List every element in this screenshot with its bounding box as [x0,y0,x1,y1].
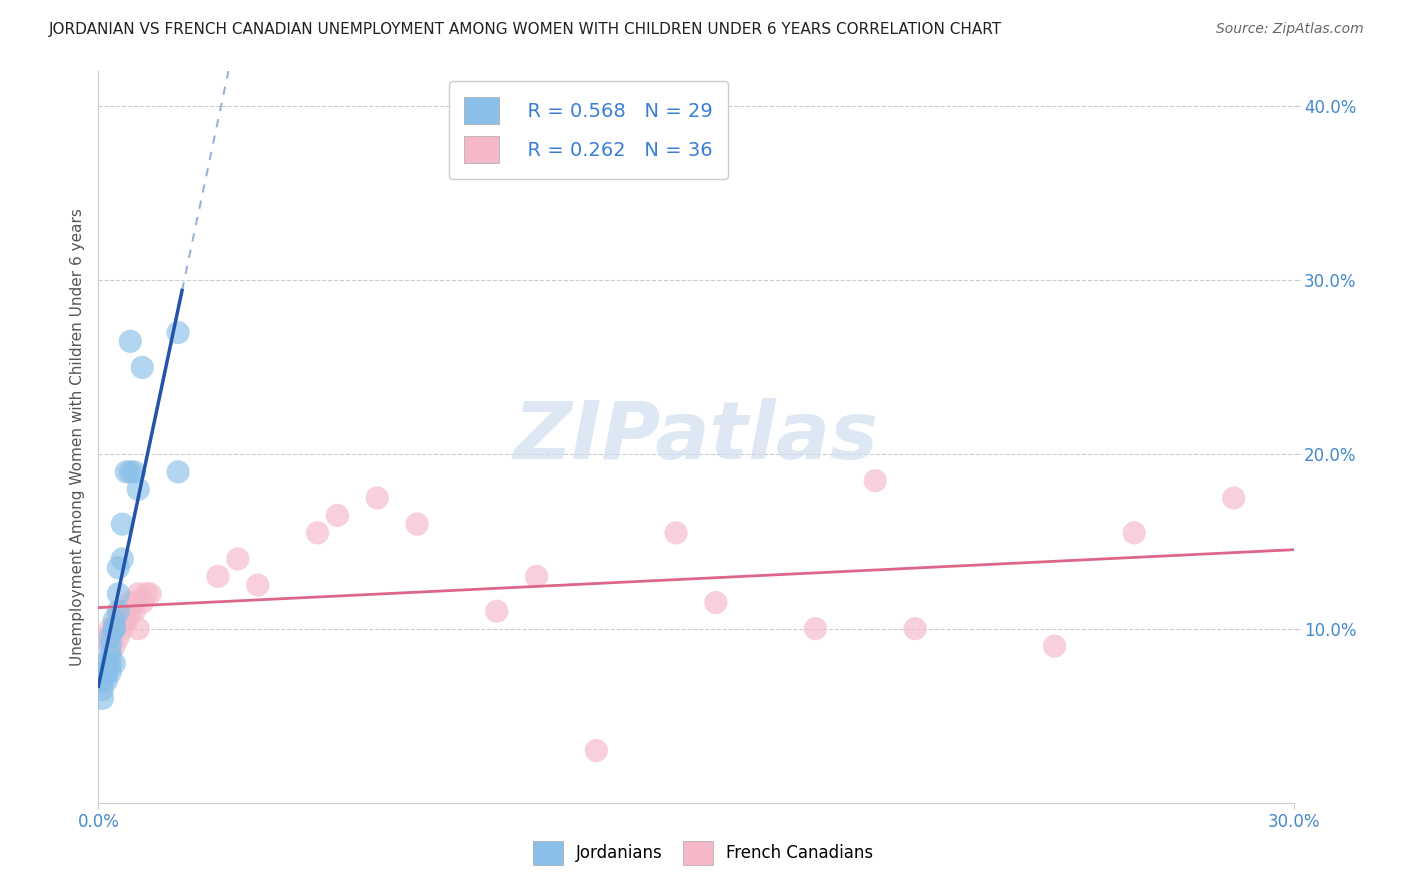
Point [111,604,134,618]
Point [107,613,129,627]
Point [665,525,688,540]
Y-axis label: Unemployment Among Women with Children Under 6 years: Unemployment Among Women with Children U… [69,208,84,666]
Point [103,613,125,627]
Point [103,657,125,671]
Point [98,622,122,636]
Point [98,648,122,662]
Point [124,465,146,479]
Point [98,665,122,680]
Point [120,604,142,618]
Text: Source: ZipAtlas.com: Source: ZipAtlas.com [1216,22,1364,37]
Point [96,665,118,680]
Point [804,622,827,636]
Point [120,465,142,479]
Point [307,525,329,540]
Point [865,474,887,488]
Point [246,578,269,592]
Point [98,631,122,645]
Point [1223,491,1246,505]
Point [103,622,125,636]
Point [326,508,349,523]
Point [135,587,157,601]
Point [124,595,146,609]
Point [115,465,138,479]
Point [111,622,134,636]
Point [115,613,138,627]
Point [904,622,927,636]
Legend:   R = 0.568   N = 29,   R = 0.262   N = 36: R = 0.568 N = 29, R = 0.262 N = 36 [449,81,728,179]
Point [107,560,129,574]
Point [139,587,162,601]
Point [96,657,118,671]
Point [111,517,134,532]
Point [127,587,149,601]
Point [111,552,134,566]
Point [98,639,122,653]
Point [98,657,122,671]
Point [91,682,114,697]
Text: ZIPatlas: ZIPatlas [513,398,879,476]
Point [167,326,190,340]
Point [131,360,153,375]
Point [704,595,727,609]
Point [1043,639,1066,653]
Point [91,691,114,706]
Point [585,743,607,757]
Point [96,665,118,680]
Text: JORDANIAN VS FRENCH CANADIAN UNEMPLOYMENT AMONG WOMEN WITH CHILDREN UNDER 6 YEAR: JORDANIAN VS FRENCH CANADIAN UNEMPLOYMEN… [49,22,1002,37]
Point [127,483,149,497]
Point [107,631,129,645]
Point [96,673,118,688]
Point [103,622,125,636]
Point [207,569,229,583]
Point [120,595,142,609]
Point [406,517,429,532]
Point [127,622,149,636]
Point [226,552,249,566]
Point [120,334,142,349]
Point [107,604,129,618]
Point [131,595,153,609]
Point [167,465,190,479]
Point [1123,525,1146,540]
Point [366,491,388,505]
Point [124,604,146,618]
Point [115,613,138,627]
Point [526,569,548,583]
Point [96,631,118,645]
Point [107,587,129,601]
Point [91,673,114,688]
Point [103,639,125,653]
Point [485,604,508,618]
Point [103,622,125,636]
Legend: Jordanians, French Canadians: Jordanians, French Canadians [523,831,883,875]
